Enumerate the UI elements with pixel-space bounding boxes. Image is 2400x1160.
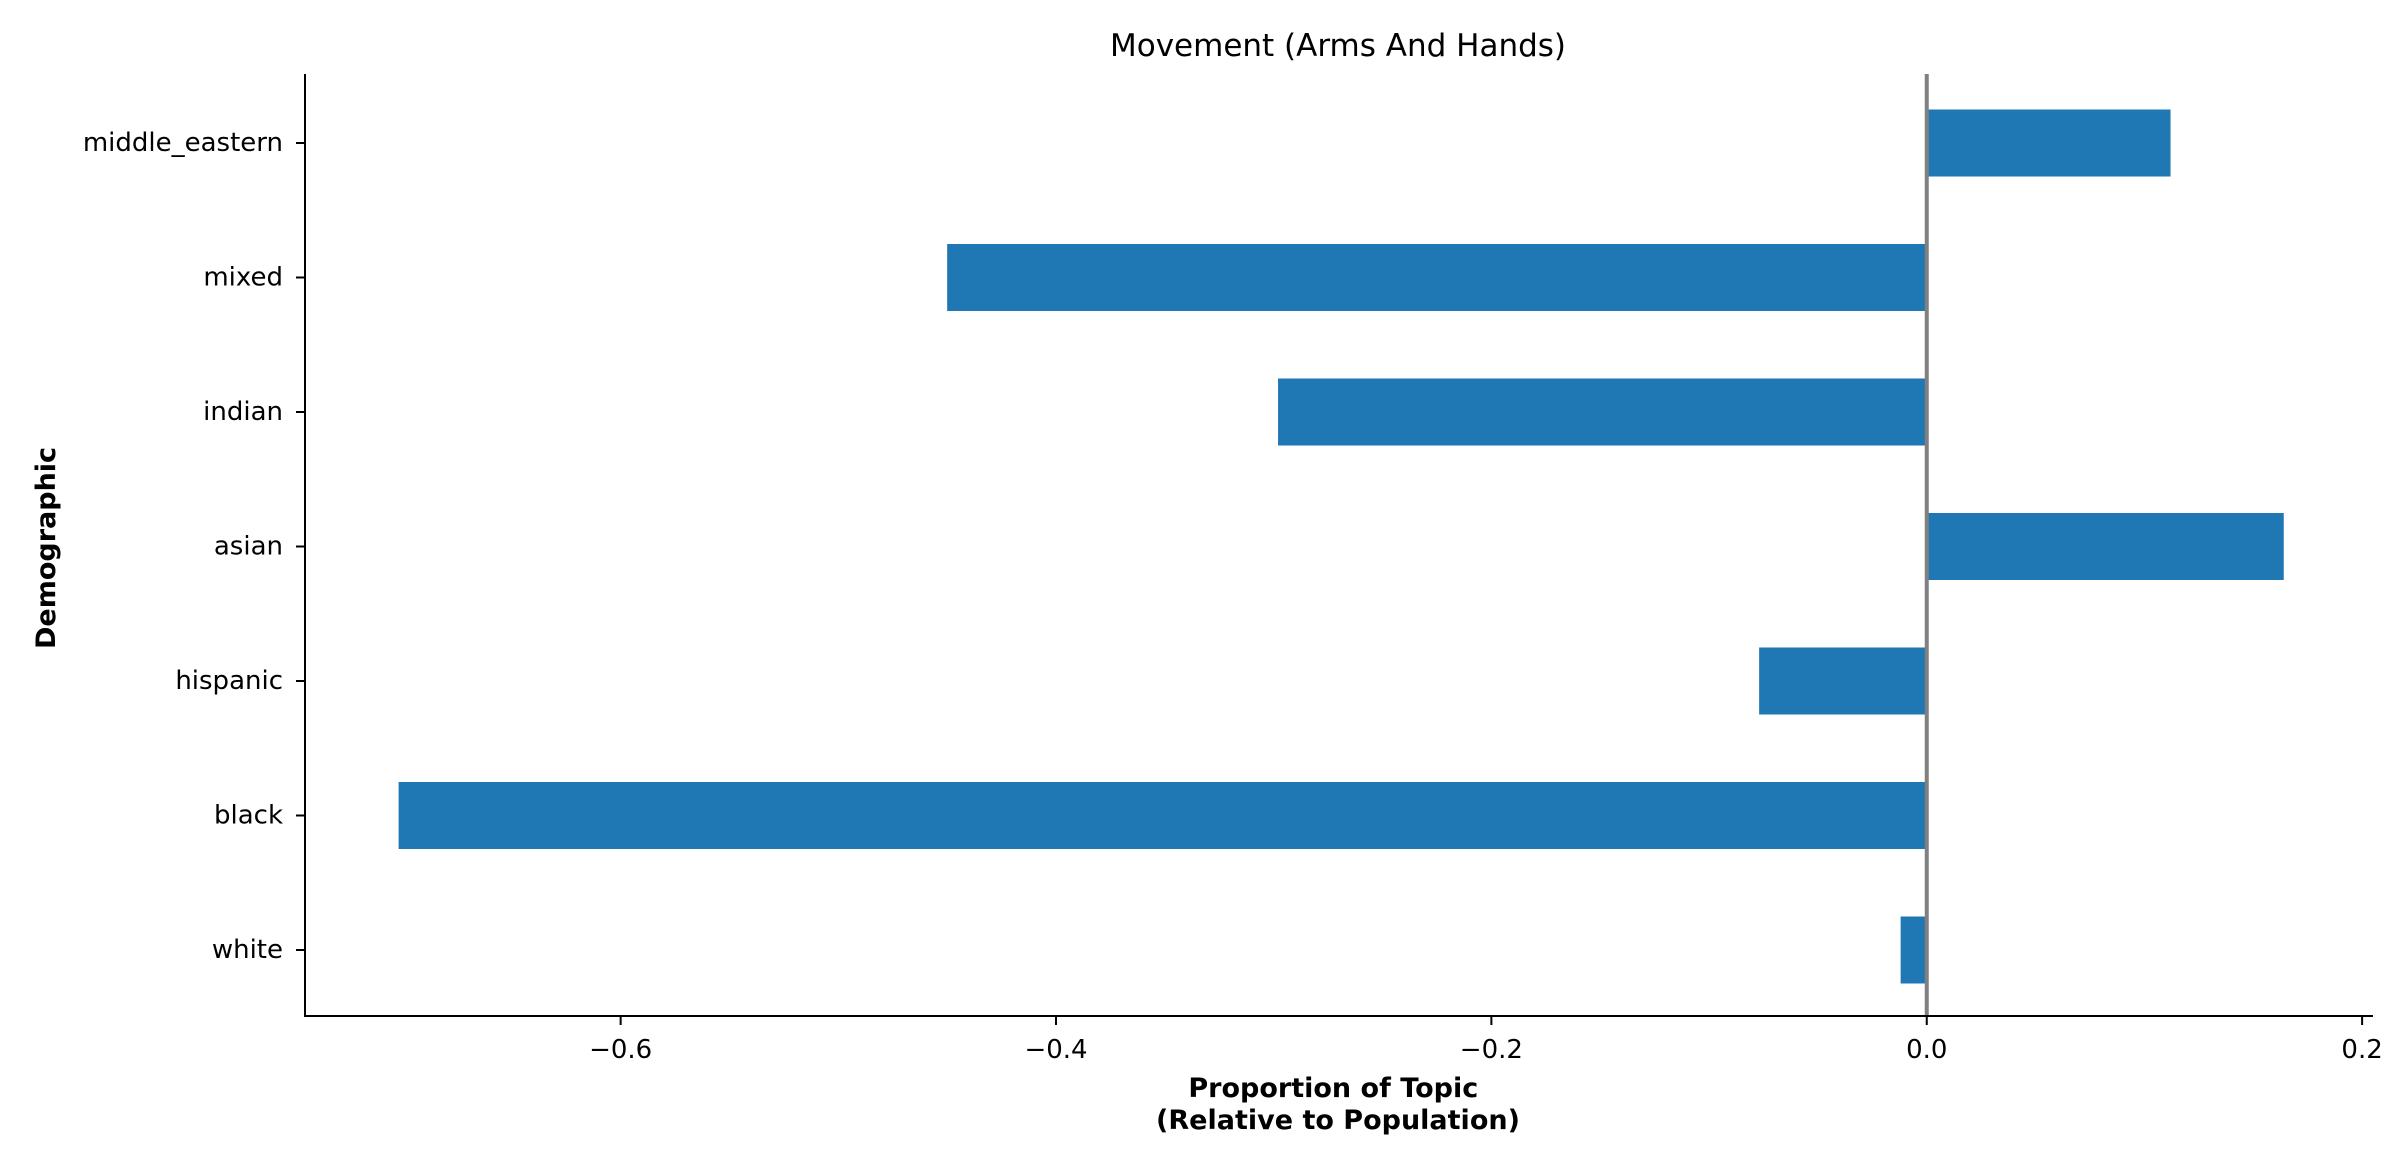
x-tick-label: −0.2 [1460, 1035, 1523, 1065]
y-axis-label: Demographic [31, 447, 62, 649]
x-axis-label: Proportion of Topic (Relative to Populat… [1156, 1073, 1520, 1136]
bar-hispanic [1759, 647, 1927, 715]
y-tick-label-black: black [214, 801, 283, 831]
bars-group [398, 109, 2284, 984]
bar-white [1900, 916, 1927, 984]
y-tick-label-mixed: mixed [203, 263, 283, 293]
y-tick-label-asian: asian [214, 532, 283, 562]
x-axis-label-line-2: (Relative to Population) [1156, 1105, 1520, 1136]
bar-middle-eastern [1926, 109, 2171, 177]
bar-black [398, 782, 1927, 849]
x-tick-label: −0.6 [589, 1035, 652, 1065]
y-tick-label-indian: indian [203, 397, 283, 427]
x-tick-label: −0.4 [1024, 1035, 1087, 1065]
x-tick-label: 0.2 [2341, 1035, 2382, 1065]
x-axis-ticks: −0.6 −0.4 −0.2 0.0 0.2 [589, 1016, 2383, 1065]
x-tick-label: 0.0 [1906, 1035, 1947, 1065]
x-axis-label-line-1: Proportion of Topic [1188, 1073, 1478, 1104]
y-tick-label-middle-eastern: middle_eastern [83, 128, 283, 158]
y-tick-label-white: white [212, 935, 283, 965]
bar-asian [1926, 513, 2284, 580]
y-tick-label-hispanic: hispanic [175, 666, 283, 696]
chart-title: Movement (Arms And Hands) [1110, 28, 1566, 64]
bar-mixed [947, 244, 1927, 311]
bar-indian [1278, 378, 1927, 446]
